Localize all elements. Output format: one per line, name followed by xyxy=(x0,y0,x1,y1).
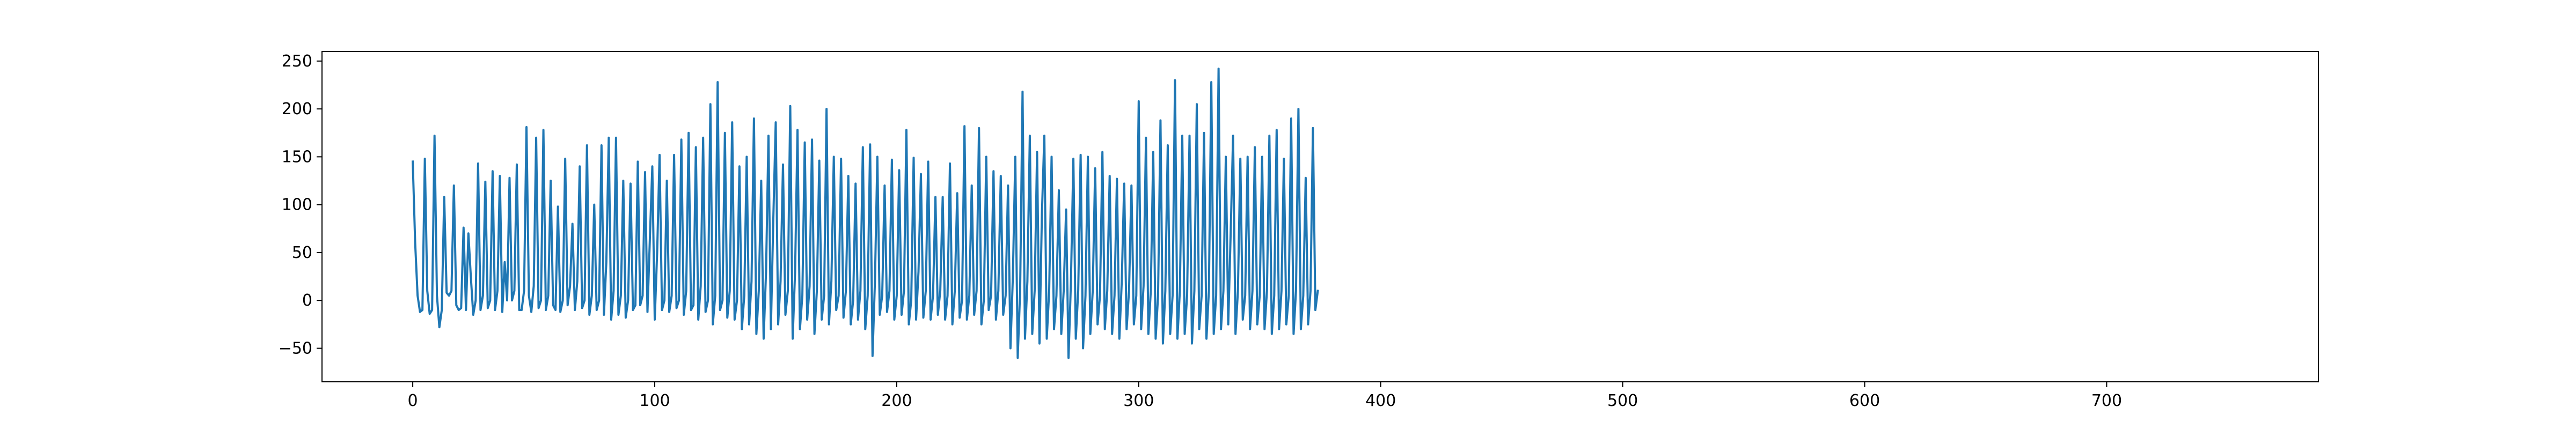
x-tick-label: 600 xyxy=(1849,391,1880,410)
plot-area xyxy=(412,68,1319,359)
series-line xyxy=(412,68,1319,359)
x-tick-label: 700 xyxy=(2091,391,2122,410)
y-tick-label: 0 xyxy=(302,291,312,310)
x-tick-label: 500 xyxy=(1607,391,1638,410)
x-tick-label: 400 xyxy=(1365,391,1396,410)
x-tick-label: 300 xyxy=(1123,391,1154,410)
y-axis: −50 0 50 100 150 200 250 xyxy=(279,52,322,358)
x-axis: 0 100 200 300 400 500 600 700 xyxy=(408,382,2122,410)
y-tick-label: 200 xyxy=(282,100,312,119)
x-tick-label: 100 xyxy=(639,391,670,410)
y-tick-label: 50 xyxy=(292,243,312,262)
y-tick-label: 250 xyxy=(282,52,312,71)
x-tick-label: 200 xyxy=(881,391,912,410)
y-tick-label: 150 xyxy=(282,147,312,166)
y-tick-label: −50 xyxy=(279,339,312,358)
plot-frame xyxy=(321,51,2319,382)
x-tick-label: 0 xyxy=(408,391,418,410)
y-tick-label: 100 xyxy=(282,196,312,214)
